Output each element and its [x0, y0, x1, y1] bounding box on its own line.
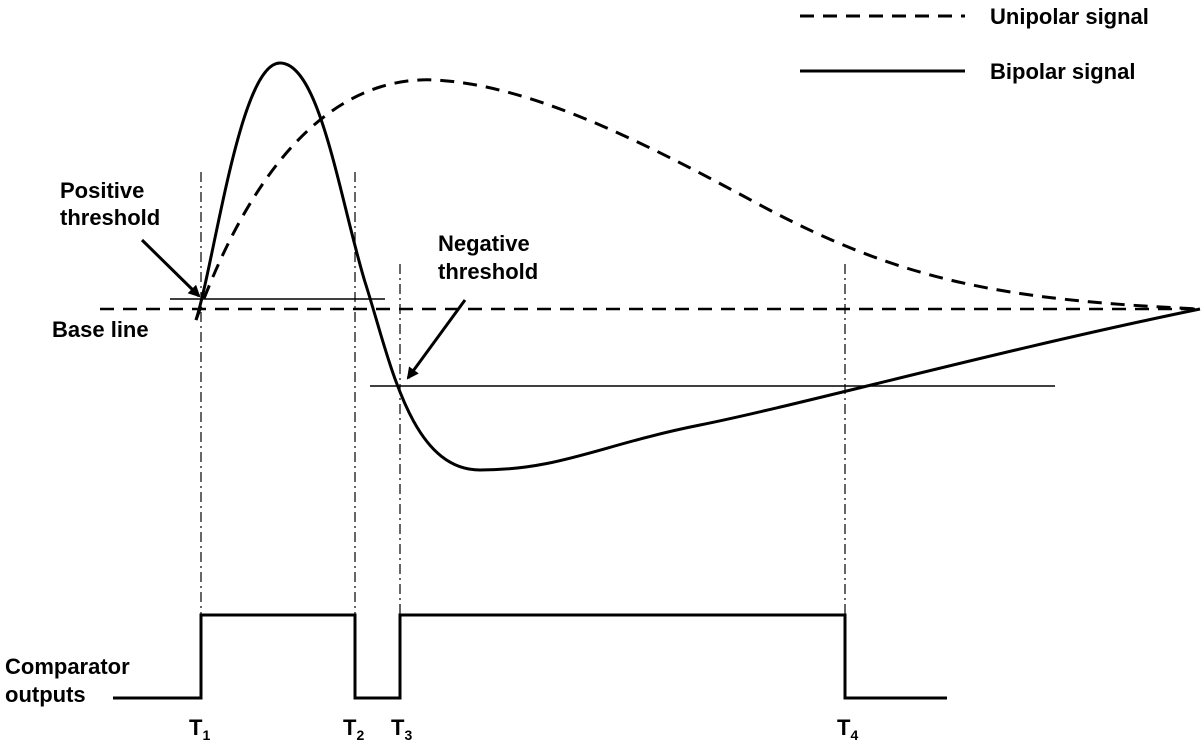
bipolar-signal-curve	[194, 61, 1201, 472]
negative-threshold-label-line2: threshold	[438, 259, 538, 284]
positive-threshold-label: Positive	[60, 178, 144, 203]
comparator-outputs-label: Comparator	[5, 654, 130, 679]
unipolar-signal-curve	[194, 78, 1201, 321]
comparator-outputs-label-line2: outputs	[5, 682, 86, 707]
positive-threshold-label-line2: threshold	[60, 205, 160, 230]
negative-threshold-arrow	[406, 299, 467, 380]
time-label-t3: T3	[391, 715, 412, 743]
time-label-t2: T2	[343, 715, 364, 743]
positive-threshold-arrow	[140, 238, 201, 298]
legend-unipolar-label: Unipolar signal	[990, 4, 1149, 29]
comparator-output-waveform	[113, 613, 947, 700]
legend-bipolar-label: Bipolar signal	[990, 59, 1135, 84]
time-label-t4: T4	[837, 715, 858, 743]
base-line-label: Base line	[52, 317, 149, 342]
negative-threshold-label: Negative	[438, 231, 530, 256]
time-label-t1: T1	[189, 715, 210, 743]
